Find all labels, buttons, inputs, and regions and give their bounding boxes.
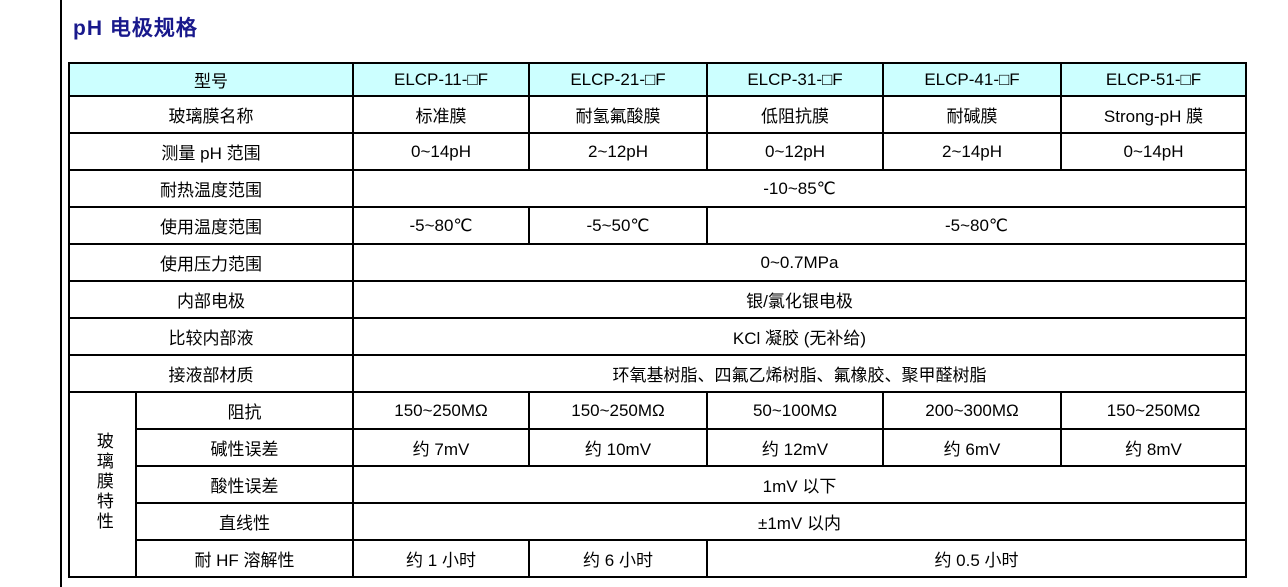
cell-value: 0~14pH xyxy=(1060,132,1247,171)
row-wetted-materials: 接液部材质 环氧基树脂、四氟乙烯树脂、氟橡胶、聚甲醛树脂 xyxy=(68,354,1247,393)
cell-value: 约 8mV xyxy=(1060,428,1247,467)
cell-value: 约 7mV xyxy=(352,428,530,467)
cell-value: 标准膜 xyxy=(352,95,530,134)
cell-value-merged: 约 0.5 小时 xyxy=(706,539,1247,578)
row-label: 直线性 xyxy=(135,502,354,541)
row-alkaline-error: 碱性误差 约 7mV 约 10mV 约 12mV 约 6mV 约 8mV xyxy=(69,428,1247,467)
cell-value: 耐碱膜 xyxy=(882,95,1062,134)
header-model-elcp31: ELCP-31-□F xyxy=(706,62,884,97)
cell-value: 150~250MΩ xyxy=(1060,391,1247,430)
row-label: 使用压力范围 xyxy=(68,243,354,282)
row-label: 阻抗 xyxy=(135,391,354,430)
row-label: 耐热温度范围 xyxy=(68,169,354,208)
cell-value: 耐氢氟酸膜 xyxy=(528,95,708,134)
header-model-elcp51: ELCP-51-□F xyxy=(1060,62,1247,97)
cell-value-merged: -5~80℃ xyxy=(706,206,1247,245)
cell-value: 200~300MΩ xyxy=(882,391,1062,430)
cell-value: 约 1 小时 xyxy=(352,539,530,578)
row-label: 比较内部液 xyxy=(68,317,354,356)
cell-value-merged: 银/氯化银电极 xyxy=(352,280,1247,319)
cell-value: -5~50℃ xyxy=(528,206,708,245)
row-reference-internal-solution: 比较内部液 KCl 凝胶 (无补给) xyxy=(68,317,1247,356)
cell-value: 约 12mV xyxy=(706,428,884,467)
cell-value: 约 10mV xyxy=(528,428,708,467)
cell-value-merged: 0~0.7MPa xyxy=(352,243,1247,282)
row-linearity: 直线性 ±1mV 以内 xyxy=(69,502,1247,541)
cell-value-merged: 1mV 以下 xyxy=(352,465,1247,504)
cell-value: 约 6mV xyxy=(882,428,1062,467)
cell-value-merged: KCl 凝胶 (无补给) xyxy=(352,317,1247,356)
cell-value: 2~14pH xyxy=(882,132,1062,171)
row-label: 测量 pH 范围 xyxy=(68,132,354,171)
row-label: 玻璃膜名称 xyxy=(68,95,354,134)
page-left-border-line xyxy=(60,0,62,587)
cell-value: 0~14pH xyxy=(352,132,530,171)
row-hf-resistance: 耐 HF 溶解性 约 1 小时 约 6 小时 约 0.5 小时 xyxy=(69,539,1247,578)
glass-membrane-section-label-text: 玻璃膜特性 xyxy=(93,432,113,532)
cell-value: 50~100MΩ xyxy=(706,391,884,430)
cell-value: 150~250MΩ xyxy=(528,391,708,430)
cell-value: 约 6 小时 xyxy=(528,539,708,578)
cell-value: -5~80℃ xyxy=(352,206,530,245)
row-ph-range: 测量 pH 范围 0~14pH 2~12pH 0~12pH 2~14pH 0~1… xyxy=(68,132,1247,171)
header-model-elcp11: ELCP-11-□F xyxy=(352,62,530,97)
header-model-label: 型号 xyxy=(68,62,354,97)
row-impedance: 玻璃膜特性 阻抗 150~250MΩ 150~250MΩ 50~100MΩ 20… xyxy=(68,391,1247,578)
row-label: 使用温度范围 xyxy=(68,206,354,245)
row-label: 内部电极 xyxy=(68,280,354,319)
row-label: 碱性误差 xyxy=(135,428,354,467)
row-label: 耐 HF 溶解性 xyxy=(135,539,354,578)
row-internal-electrode: 内部电极 银/氯化银电极 xyxy=(68,280,1247,319)
cell-value: 0~12pH xyxy=(706,132,884,171)
row-pressure-range: 使用压力范围 0~0.7MPa xyxy=(68,243,1247,282)
row-membrane-name: 玻璃膜名称 标准膜 耐氢氟酸膜 低阻抗膜 耐碱膜 Strong-pH 膜 xyxy=(68,95,1247,134)
table-header-row: 型号 ELCP-11-□F ELCP-21-□F ELCP-31-□F ELCP… xyxy=(68,62,1247,97)
page-title: pH 电极规格 xyxy=(73,17,198,40)
ph-electrode-spec-table: 型号 ELCP-11-□F ELCP-21-□F ELCP-31-□F ELCP… xyxy=(68,62,1247,578)
cell-value-merged: -10~85℃ xyxy=(352,169,1247,208)
row-label: 接液部材质 xyxy=(68,354,354,393)
cell-value: Strong-pH 膜 xyxy=(1060,95,1247,134)
row-label: 酸性误差 xyxy=(135,465,354,504)
header-model-elcp41: ELCP-41-□F xyxy=(882,62,1062,97)
cell-value: 150~250MΩ xyxy=(352,391,530,430)
cell-value-merged: 环氧基树脂、四氟乙烯树脂、氟橡胶、聚甲醛树脂 xyxy=(352,354,1247,393)
row-heat-temp-range: 耐热温度范围 -10~85℃ xyxy=(68,169,1247,208)
glass-membrane-section-label: 玻璃膜特性 xyxy=(68,391,137,578)
header-model-elcp21: ELCP-21-□F xyxy=(528,62,708,97)
cell-value: 低阻抗膜 xyxy=(706,95,884,134)
cell-value: 2~12pH xyxy=(528,132,708,171)
cell-value-merged: ±1mV 以内 xyxy=(352,502,1247,541)
row-operating-temp-range: 使用温度范围 -5~80℃ -5~50℃ -5~80℃ xyxy=(68,206,1247,245)
row-acid-error: 酸性误差 1mV 以下 xyxy=(69,465,1247,504)
